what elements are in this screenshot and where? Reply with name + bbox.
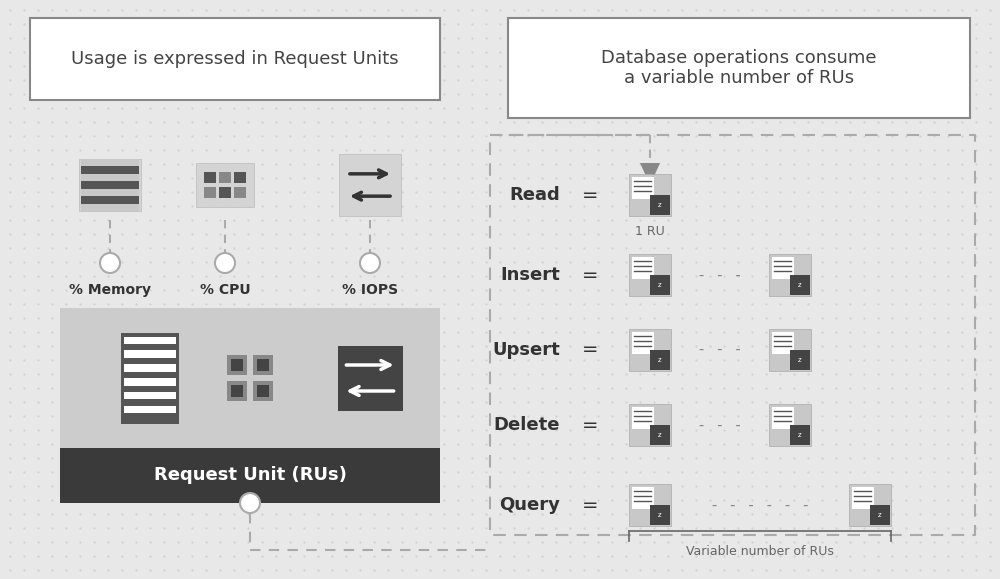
FancyBboxPatch shape: [632, 257, 654, 279]
FancyBboxPatch shape: [650, 275, 670, 295]
FancyBboxPatch shape: [772, 407, 794, 429]
FancyBboxPatch shape: [257, 359, 269, 371]
Text: Request Unit (RUs): Request Unit (RUs): [154, 467, 346, 485]
FancyBboxPatch shape: [196, 163, 254, 207]
FancyBboxPatch shape: [234, 171, 246, 184]
FancyBboxPatch shape: [508, 18, 970, 118]
Text: % Memory: % Memory: [69, 283, 151, 297]
FancyBboxPatch shape: [81, 159, 139, 166]
FancyBboxPatch shape: [124, 406, 176, 413]
Text: z: z: [658, 512, 662, 518]
FancyBboxPatch shape: [632, 332, 654, 354]
Text: =: =: [582, 496, 598, 515]
FancyBboxPatch shape: [81, 181, 139, 189]
FancyBboxPatch shape: [632, 407, 654, 429]
FancyBboxPatch shape: [769, 404, 811, 446]
Text: z: z: [658, 202, 662, 208]
Text: Variable number of RUs: Variable number of RUs: [686, 545, 834, 558]
FancyBboxPatch shape: [81, 204, 139, 211]
Text: Query: Query: [499, 496, 560, 514]
Polygon shape: [640, 163, 660, 185]
Circle shape: [240, 493, 260, 513]
FancyBboxPatch shape: [253, 354, 273, 375]
FancyBboxPatch shape: [124, 364, 176, 372]
FancyBboxPatch shape: [790, 275, 810, 295]
Circle shape: [100, 253, 120, 273]
FancyBboxPatch shape: [81, 174, 139, 181]
FancyBboxPatch shape: [769, 254, 811, 296]
FancyBboxPatch shape: [257, 385, 269, 397]
FancyBboxPatch shape: [870, 505, 890, 525]
FancyBboxPatch shape: [852, 487, 874, 509]
FancyBboxPatch shape: [253, 380, 273, 401]
Text: z: z: [798, 432, 802, 438]
FancyBboxPatch shape: [772, 332, 794, 354]
FancyBboxPatch shape: [121, 332, 179, 423]
Text: =: =: [582, 185, 598, 204]
Text: Delete: Delete: [494, 416, 560, 434]
Text: - - - - - -: - - - - - -: [710, 497, 810, 512]
Text: Upsert: Upsert: [492, 341, 560, 359]
FancyBboxPatch shape: [60, 308, 440, 503]
Text: =: =: [582, 416, 598, 434]
FancyBboxPatch shape: [81, 196, 139, 204]
FancyBboxPatch shape: [30, 18, 440, 100]
Text: Database operations consume
a variable number of RUs: Database operations consume a variable n…: [601, 49, 877, 87]
Text: - - -: - - -: [697, 267, 743, 283]
Text: z: z: [798, 357, 802, 363]
Text: - - -: - - -: [697, 343, 743, 357]
FancyBboxPatch shape: [227, 354, 247, 375]
FancyBboxPatch shape: [790, 350, 810, 370]
FancyBboxPatch shape: [81, 166, 139, 174]
Text: z: z: [798, 282, 802, 288]
FancyBboxPatch shape: [204, 187, 216, 199]
Text: z: z: [658, 282, 662, 288]
FancyBboxPatch shape: [79, 159, 141, 211]
FancyBboxPatch shape: [849, 484, 891, 526]
FancyBboxPatch shape: [629, 484, 671, 526]
FancyBboxPatch shape: [769, 329, 811, 371]
FancyBboxPatch shape: [650, 505, 670, 525]
Text: % CPU: % CPU: [200, 283, 250, 297]
FancyBboxPatch shape: [227, 380, 247, 401]
Circle shape: [360, 253, 380, 273]
FancyBboxPatch shape: [632, 487, 654, 509]
FancyBboxPatch shape: [124, 378, 176, 386]
FancyBboxPatch shape: [629, 254, 671, 296]
FancyBboxPatch shape: [234, 187, 246, 199]
FancyBboxPatch shape: [124, 336, 176, 344]
FancyBboxPatch shape: [81, 189, 139, 196]
FancyBboxPatch shape: [650, 195, 670, 215]
Text: =: =: [582, 266, 598, 284]
FancyBboxPatch shape: [219, 187, 231, 199]
FancyBboxPatch shape: [772, 257, 794, 279]
FancyBboxPatch shape: [790, 425, 810, 445]
Text: - - -: - - -: [697, 417, 743, 433]
Circle shape: [215, 253, 235, 273]
Text: Read: Read: [509, 186, 560, 204]
FancyBboxPatch shape: [650, 350, 670, 370]
FancyBboxPatch shape: [338, 346, 402, 411]
FancyBboxPatch shape: [204, 171, 216, 184]
FancyBboxPatch shape: [219, 171, 231, 184]
Text: Insert: Insert: [500, 266, 560, 284]
FancyBboxPatch shape: [629, 404, 671, 446]
FancyBboxPatch shape: [632, 177, 654, 199]
Text: z: z: [878, 512, 882, 518]
Text: 1 RU: 1 RU: [635, 225, 665, 238]
Text: =: =: [582, 340, 598, 360]
FancyBboxPatch shape: [124, 392, 176, 400]
FancyBboxPatch shape: [124, 350, 176, 358]
FancyBboxPatch shape: [339, 154, 401, 216]
FancyBboxPatch shape: [629, 329, 671, 371]
Text: Usage is expressed in Request Units: Usage is expressed in Request Units: [71, 50, 399, 68]
FancyBboxPatch shape: [629, 174, 671, 216]
FancyBboxPatch shape: [650, 425, 670, 445]
Text: % IOPS: % IOPS: [342, 283, 398, 297]
Text: z: z: [658, 357, 662, 363]
FancyBboxPatch shape: [231, 359, 243, 371]
Text: z: z: [658, 432, 662, 438]
FancyBboxPatch shape: [60, 448, 440, 503]
FancyBboxPatch shape: [231, 385, 243, 397]
